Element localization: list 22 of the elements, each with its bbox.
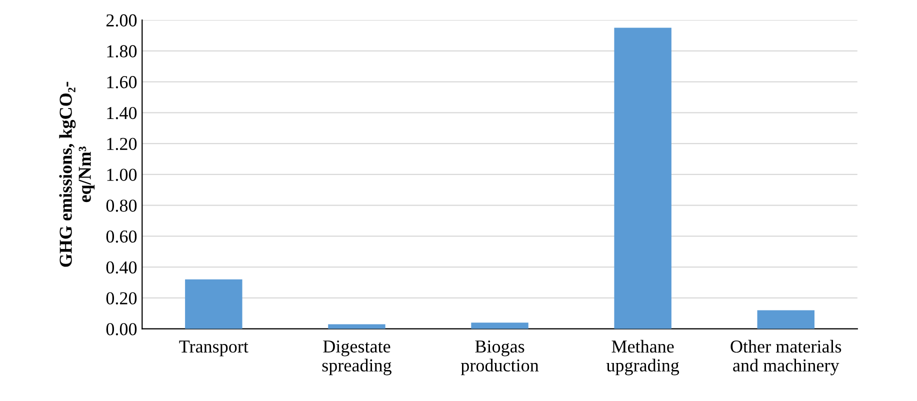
y-tick-label: 0.80 (106, 200, 137, 212)
y-tick-label: 0.40 (106, 261, 137, 274)
x-tick-label: Biogas production (460, 340, 539, 376)
x-tick-label: Transport (179, 340, 248, 356)
y-tick-label: 0.60 (106, 230, 137, 243)
y-axis-title: GHG emissions, kgCO₂- eq/Nm³ (59, 82, 95, 267)
y-tick-label: 1.20 (107, 138, 137, 150)
x-tick-label: Methane upgrading (606, 340, 680, 376)
x-tick-label: Other materials and machinery (730, 340, 842, 376)
bar (328, 324, 386, 329)
y-tick-label: 0.20 (106, 292, 137, 304)
y-tick-label: 2.00 (106, 14, 137, 27)
bar (757, 310, 814, 329)
y-tick-label: 1.40 (107, 106, 137, 120)
y-tick-label: 0.00 (106, 323, 137, 336)
bar (614, 28, 672, 329)
y-tick-label: 1.00 (107, 168, 137, 181)
y-tick-label: 1.60 (107, 76, 137, 88)
y-tick-label: 1.80 (107, 45, 137, 58)
bar (471, 322, 528, 329)
x-tick-label: Digestate spreading (322, 340, 392, 376)
bar (185, 279, 242, 329)
